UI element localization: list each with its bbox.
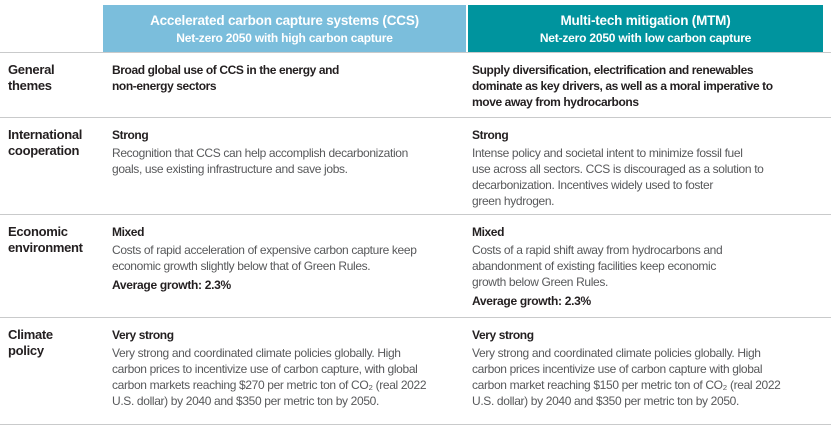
header-right-margin <box>823 5 831 52</box>
ccs-economic-rating: Mixed <box>112 225 145 239</box>
mtm-column-title: Multi-tech mitigation (MTM) <box>560 12 731 28</box>
mtm-policy-description: Very strong and coordinated climate poli… <box>472 346 781 408</box>
mtm-cell-climate-policy: Very strong Very strong and coordinated … <box>468 327 823 424</box>
ccs-column-title: Accelerated carbon capture systems (CCS) <box>150 12 419 28</box>
mtm-cell-international-cooperation: Strong Intense policy and societal inten… <box>468 127 823 214</box>
mtm-cooperation-rating: Strong <box>472 128 509 142</box>
row-label-economic-environment: Economic environment <box>8 224 83 255</box>
ccs-average-growth: Average growth: 2.3% <box>112 278 231 292</box>
mtm-economic-rating: Mixed <box>472 225 505 239</box>
column-header-mtm: Multi-tech mitigation (MTM) Net-zero 205… <box>468 5 823 52</box>
ccs-cell-international-cooperation: Strong Recognition that CCS can help acc… <box>103 127 468 214</box>
table-bottom-rule <box>0 424 831 425</box>
header-spacer <box>0 5 103 52</box>
ccs-policy-description: Very strong and coordinated climate poli… <box>112 346 427 408</box>
mtm-cooperation-description: Intense policy and societal intent to mi… <box>472 146 764 208</box>
ccs-economic-description: Costs of rapid acceleration of expensive… <box>112 243 417 273</box>
ccs-cell-economic-environment: Mixed Costs of rapid acceleration of exp… <box>103 224 468 317</box>
ccs-cooperation-rating: Strong <box>112 128 149 142</box>
row-label-international-cooperation: International cooperation <box>8 127 83 158</box>
ccs-policy-rating: Very strong <box>112 328 174 342</box>
scenario-comparison-table: Accelerated carbon capture systems (CCS)… <box>0 5 831 425</box>
row-label-climate-policy: Climate policy <box>8 327 53 358</box>
table-row-climate-policy: Climate policy Very strong Very strong a… <box>0 317 831 424</box>
mtm-policy-rating: Very strong <box>472 328 534 342</box>
ccs-column-subtitle: Net-zero 2050 with high carbon capture <box>176 30 393 45</box>
ccs-cell-climate-policy: Very strong Very strong and coordinated … <box>103 327 468 424</box>
mtm-cell-general-themes: Supply diversification, electrification … <box>468 62 823 117</box>
ccs-cooperation-description: Recognition that CCS can help accomplish… <box>112 146 408 176</box>
mtm-general-themes-text: Supply diversification, electrification … <box>472 63 773 109</box>
mtm-average-growth: Average growth: 2.3% <box>472 294 591 308</box>
column-header-ccs: Accelerated carbon capture systems (CCS)… <box>103 5 466 52</box>
ccs-general-themes-text: Broad global use of CCS in the energy an… <box>112 63 339 93</box>
ccs-cell-general-themes: Broad global use of CCS in the energy an… <box>103 62 468 117</box>
table-row-general-themes: General themes Broad global use of CCS i… <box>0 52 831 117</box>
table-row-international-cooperation: International cooperation Strong Recogni… <box>0 117 831 214</box>
table-row-economic-environment: Economic environment Mixed Costs of rapi… <box>0 214 831 317</box>
mtm-column-subtitle: Net-zero 2050 with low carbon capture <box>539 30 752 45</box>
header-row: Accelerated carbon capture systems (CCS)… <box>0 5 831 52</box>
row-label-general-themes: General themes <box>8 62 55 93</box>
mtm-economic-description: Costs of a rapid shift away from hydroca… <box>472 243 723 289</box>
mtm-cell-economic-environment: Mixed Costs of a rapid shift away from h… <box>468 224 823 317</box>
